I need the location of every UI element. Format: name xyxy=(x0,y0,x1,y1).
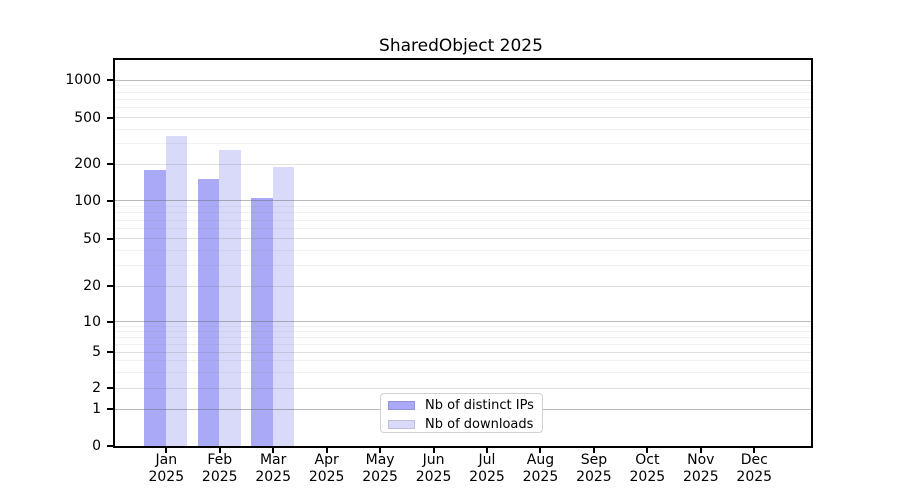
y-tick-mark-5 xyxy=(107,351,113,353)
legend: Nb of distinct IPs Nb of downloads xyxy=(380,393,543,433)
legend-label-downloads: Nb of downloads xyxy=(425,417,534,432)
x-tick-mark-3 xyxy=(325,448,328,453)
y-tick-label-500: 500 xyxy=(74,109,101,126)
bar-distinct-ips-mar xyxy=(251,197,273,446)
x-tick-mark-5 xyxy=(432,448,435,453)
y-tick-label-50: 50 xyxy=(83,230,101,247)
y-tick-label-200: 200 xyxy=(74,156,101,173)
y-tick-mark-20 xyxy=(107,285,113,287)
x-tick-label-aug: Aug 2025 xyxy=(522,452,559,485)
chart-title: SharedObject 2025 xyxy=(379,36,543,56)
x-tick-mark-10 xyxy=(699,448,702,453)
x-tick-mark-9 xyxy=(646,448,649,453)
x-tick-mark-2 xyxy=(272,448,275,453)
x-tick-label-apr: Apr 2025 xyxy=(308,452,345,485)
x-tick-mark-8 xyxy=(592,448,595,453)
bar-downloads-jan xyxy=(165,135,188,446)
x-tick-label-jul: Jul 2025 xyxy=(469,452,505,485)
x-tick-label-dec: Dec 2025 xyxy=(736,452,773,485)
bar-distinct-ips-feb xyxy=(197,179,220,446)
y-tick-mark-500 xyxy=(107,116,113,119)
x-tick-label-may: May 2025 xyxy=(362,452,398,485)
legend-swatch-distinct-ips xyxy=(388,401,415,410)
y-tick-label-100: 100 xyxy=(74,192,101,209)
y-tick-mark-200 xyxy=(107,163,113,166)
y-tick-mark-2 xyxy=(107,387,113,390)
x-tick-mark-7 xyxy=(539,448,542,453)
x-tick-label-oct: Oct 2025 xyxy=(629,452,666,485)
axis-ticks-layer: 0 1 2 5 10 20 50 100 200 500 1000 Jan 2025 Feb 2025 Mar… xyxy=(65,60,811,485)
x-tick-mark-11 xyxy=(753,448,756,453)
y-tick-mark-0 xyxy=(107,445,113,447)
y-tick-label-1000: 1000 xyxy=(65,72,101,89)
y-tick-label-20: 20 xyxy=(83,278,101,294)
x-tick-mark-4 xyxy=(379,448,382,453)
x-tick-mark-1 xyxy=(218,448,221,453)
legend-item-distinct-ips: Nb of distinct IPs xyxy=(381,396,542,415)
y-tick-label-0: 0 xyxy=(92,438,101,454)
y-tick-label-10: 10 xyxy=(83,313,101,330)
y-tick-mark-1 xyxy=(107,408,113,410)
x-tick-label-feb: Feb 2025 xyxy=(201,452,238,485)
x-tick-label-jan: Jan 2025 xyxy=(148,452,185,485)
y-tick-label-2: 2 xyxy=(92,380,101,397)
legend-swatch-downloads xyxy=(388,420,415,429)
x-tick-label-sep: Sep 2025 xyxy=(576,452,612,485)
x-tick-label-mar: Mar 2025 xyxy=(255,452,291,485)
x-tick-mark-0 xyxy=(165,448,168,453)
x-tick-label-nov: Nov 2025 xyxy=(682,452,719,485)
y-tick-mark-10 xyxy=(107,320,113,323)
y-tick-label-1: 1 xyxy=(92,401,101,417)
bar-downloads-mar xyxy=(272,166,295,446)
y-tick-mark-1000 xyxy=(107,79,113,82)
legend-label-distinct-ips: Nb of distinct IPs xyxy=(425,398,534,413)
bar-distinct-ips-jan xyxy=(144,169,166,446)
bar-downloads-feb xyxy=(219,149,241,446)
bars-layer xyxy=(115,60,811,446)
x-tick-label-jun: Jun 2025 xyxy=(415,452,452,485)
legend-item-downloads: Nb of downloads xyxy=(381,415,542,434)
x-tick-mark-6 xyxy=(486,448,488,453)
plot-area: 0 1 2 5 10 20 50 100 200 500 1000 Jan 2025 Feb 2025 Mar… xyxy=(65,58,813,485)
y-tick-label-5: 5 xyxy=(92,344,101,360)
y-tick-mark-100 xyxy=(107,199,113,202)
y-tick-mark-50 xyxy=(107,237,113,240)
